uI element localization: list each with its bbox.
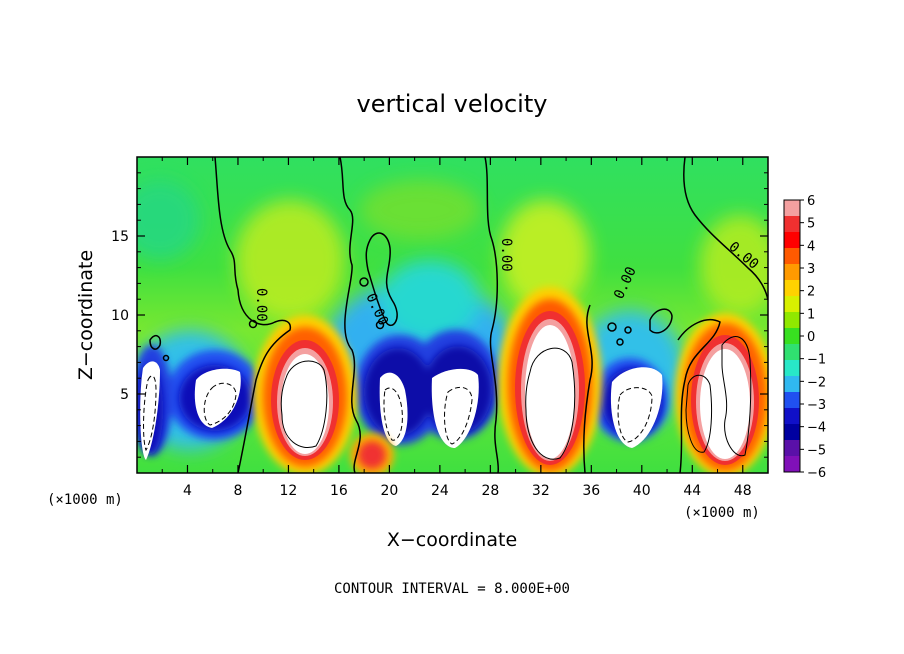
updraft-cores <box>281 325 750 459</box>
colorbar-swatch <box>784 280 800 297</box>
x-tick-label: 36 <box>582 483 600 499</box>
colorbar-tick-label: 1 <box>807 307 815 322</box>
x-unit-right: (×1000 m) <box>684 505 760 521</box>
colorbar-swatch <box>784 264 800 281</box>
x-tick-label: 20 <box>380 483 398 499</box>
colorbar-tick-label: −3 <box>807 398 826 413</box>
y-tick-label: 10 <box>111 308 129 324</box>
colorbar-tick-label: 4 <box>807 239 815 254</box>
x-tick-label: 44 <box>683 483 701 499</box>
x-tick-label: 4 <box>183 483 192 499</box>
x-tick-label: 32 <box>532 483 550 499</box>
colorbar-tick-label: −5 <box>807 443 826 458</box>
contour-interval-note: CONTOUR INTERVAL = 8.000E+00 <box>334 581 570 597</box>
colorbar-swatch <box>784 200 800 217</box>
colorbar-tick-label: 2 <box>807 285 815 300</box>
colorbar-swatch <box>784 328 800 345</box>
negative-contours <box>143 375 653 452</box>
colorbar-swatch <box>784 216 800 233</box>
x-tick-label: 40 <box>633 483 651 499</box>
colorbar: 6 5 4 3 2 1 0 −1 −2 −3 −4 −5 −6 <box>783 194 826 481</box>
x-unit-left: (×1000 m) <box>47 492 123 508</box>
contour-label: 0.00 <box>253 288 269 322</box>
colorbar-tick-label: −2 <box>807 375 826 390</box>
colorbar-tick-label: 6 <box>807 194 815 209</box>
y-axis-label: Z−coordinate <box>75 250 97 380</box>
x-tick-label: 8 <box>233 483 242 499</box>
colorbar-tick-label: 3 <box>807 262 815 277</box>
colorbar-tick-label: −6 <box>807 466 826 481</box>
colorbar-tick-label: 0 <box>807 330 815 345</box>
chart-title: vertical velocity <box>357 90 548 118</box>
colorbar-swatch <box>784 376 800 393</box>
y-axis-ticks: 5 10 15 <box>111 172 768 458</box>
zero-contours <box>149 157 768 473</box>
y-tick-label: 5 <box>120 387 129 403</box>
x-axis-ticks: 4 8 12 16 20 24 28 32 36 40 44 48 <box>161 157 752 499</box>
y-tick-label: 15 <box>111 229 129 245</box>
colorbar-swatch <box>784 312 800 329</box>
colorbar-swatch <box>784 408 800 425</box>
colorbar-tick-label: −1 <box>807 353 826 368</box>
colorbar-swatch <box>784 424 800 441</box>
x-tick-label: 28 <box>481 483 499 499</box>
contour-label: 0.00 <box>498 238 514 272</box>
colorbar-swatch <box>784 344 800 361</box>
colorbar-swatch <box>784 232 800 249</box>
x-tick-label: 16 <box>330 483 348 499</box>
colorbar-swatch <box>784 296 800 313</box>
colorbar-tick-label: 5 <box>807 217 815 232</box>
colorbar-swatch <box>784 440 800 457</box>
colorbar-tick-label: −4 <box>807 421 826 436</box>
colorbar-swatch <box>784 392 800 409</box>
x-axis-label: X−coordinate <box>387 529 517 551</box>
x-tick-label: 24 <box>431 483 449 499</box>
plot-area: 0.00 0.00 0.00 0.00 0.00 <box>137 157 768 473</box>
positive-contours <box>280 336 752 460</box>
x-tick-label: 48 <box>734 483 752 499</box>
colorbar-swatch <box>784 456 800 473</box>
x-tick-label: 12 <box>280 483 298 499</box>
colorbar-swatch <box>784 248 800 265</box>
colorbar-swatch <box>784 360 800 377</box>
